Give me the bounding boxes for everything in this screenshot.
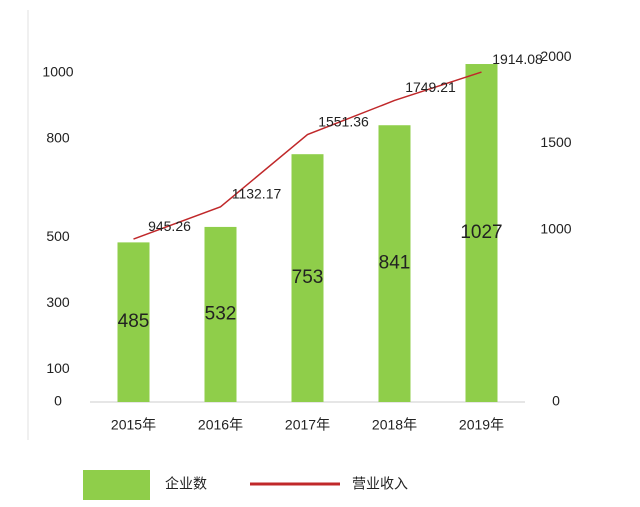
line — [133, 71, 482, 240]
bar — [378, 125, 411, 402]
line-value-label: 1749.21 — [405, 79, 456, 95]
bar — [291, 154, 324, 402]
bar — [204, 226, 237, 402]
y-tick-label: 1000 — [42, 64, 73, 80]
x-tick-label: 2016年 — [198, 417, 243, 433]
bar — [117, 242, 150, 402]
x-tick-label: 2019年 — [459, 417, 504, 433]
line-value-label: 1914.08 — [492, 51, 543, 67]
x-tick-label: 2018年 — [372, 417, 417, 433]
bar-value-label: 532 — [205, 303, 237, 324]
y2-tick-label: 1500 — [540, 134, 571, 150]
y2-tick-label: 0 — [552, 393, 560, 409]
line-value-label: 1132.17 — [232, 186, 282, 202]
y-tick-label: 300 — [46, 294, 70, 310]
y2-tick-label: 1000 — [540, 220, 571, 236]
x-tick-label: 2015年 — [111, 417, 156, 433]
line-value-label: 945.26 — [148, 218, 191, 234]
y-tick-label: 500 — [46, 228, 70, 244]
x-tick-label: 2017年 — [285, 417, 330, 433]
bar-value-label: 841 — [379, 253, 411, 274]
legend-label: 企业数 — [165, 476, 207, 492]
legend-label: 营业收入 — [352, 476, 408, 492]
y2-tick-label: 2000 — [540, 48, 571, 64]
bar — [465, 64, 498, 403]
line-value-label: 1551.36 — [318, 113, 369, 129]
bar-value-label: 1027 — [460, 222, 502, 243]
legend: 企业数 营业收入 — [83, 470, 408, 500]
y-tick-label: 800 — [46, 129, 70, 145]
bar-value-label: 485 — [118, 311, 150, 332]
bar-value-label: 753 — [292, 267, 324, 288]
y-tick-label: 100 — [46, 360, 70, 376]
y-tick-label: 0 — [54, 393, 62, 409]
legend-swatch — [83, 470, 150, 500]
